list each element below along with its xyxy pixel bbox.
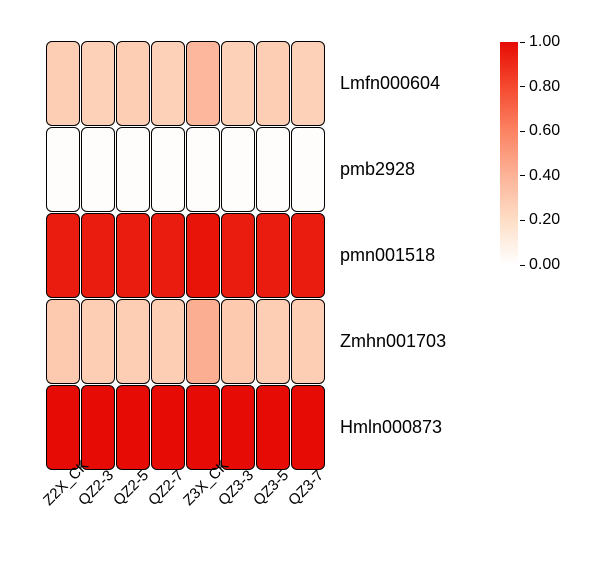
row-label: Hmln000873	[335, 384, 446, 470]
row-label: Lmfn000604	[335, 40, 446, 126]
heatmap-cell	[46, 213, 80, 298]
heatmap-cell	[46, 41, 80, 126]
heatmap-cell	[116, 41, 150, 126]
heatmap-cell	[186, 41, 220, 126]
col-labels: Z2X_CKQZ2-3QZ2-5QZ2-7Z3X_CKQZ3-3QZ3-5QZ3…	[45, 477, 325, 494]
row-labels: Lmfn000604pmb2928pmn001518Zmhn001703Hmln…	[335, 40, 446, 470]
heatmap-cell	[256, 299, 290, 384]
heatmap-cell	[46, 385, 80, 470]
heatmap-cell	[46, 299, 80, 384]
heatmap-row	[45, 126, 325, 212]
heatmap-cell	[116, 213, 150, 298]
heatmap-cell	[151, 385, 185, 470]
heatmap-cell	[151, 299, 185, 384]
heatmap-cell	[291, 385, 325, 470]
heatmap-cell	[291, 127, 325, 212]
row-label: Zmhn001703	[335, 298, 446, 384]
heatmap-cell	[291, 299, 325, 384]
heatmap-cell	[256, 213, 290, 298]
heatmap-cell	[81, 299, 115, 384]
heatmap-cell	[151, 213, 185, 298]
heatmap-cell	[256, 385, 290, 470]
heatmap-cell	[221, 41, 255, 126]
heatmap-cell	[291, 213, 325, 298]
heatmap-cell	[116, 385, 150, 470]
colorbar-tick: 0.00	[520, 256, 560, 274]
heatmap-cell	[221, 127, 255, 212]
heatmap-cell	[186, 213, 220, 298]
col-label: Z2X_CK	[40, 472, 77, 509]
heatmap-cell	[221, 299, 255, 384]
heatmap-cell	[116, 127, 150, 212]
heatmap-cell	[186, 127, 220, 212]
heatmap-row	[45, 212, 325, 298]
colorbar-tick: 0.20	[520, 211, 560, 229]
heatmap-cell	[151, 127, 185, 212]
colorbar: 0.000.200.400.600.801.00	[500, 42, 520, 265]
heatmap-cell	[186, 385, 220, 470]
heatmap-cell	[116, 299, 150, 384]
heatmap-cell	[81, 213, 115, 298]
row-label: pmn001518	[335, 212, 446, 298]
heatmap-cell	[291, 41, 325, 126]
heatmap-cell	[186, 299, 220, 384]
heatmap-row	[45, 384, 325, 470]
row-label: pmb2928	[335, 126, 446, 212]
heatmap-cell	[81, 385, 115, 470]
heatmap-cell	[81, 127, 115, 212]
heatmap-grid	[45, 40, 325, 470]
heatmap-cell	[221, 385, 255, 470]
colorbar-tick: 1.00	[520, 33, 560, 51]
heatmap-cell	[46, 127, 80, 212]
heatmap-cell	[256, 41, 290, 126]
heatmap-cell	[256, 127, 290, 212]
heatmap-cell	[221, 213, 255, 298]
heatmap-cell	[151, 41, 185, 126]
colorbar-tick: 0.80	[520, 78, 560, 96]
heatmap-row	[45, 298, 325, 384]
heatmap-row	[45, 40, 325, 126]
colorbar-gradient	[500, 42, 518, 265]
colorbar-tick: 0.40	[520, 167, 560, 185]
colorbar-tick: 0.60	[520, 122, 560, 140]
heatmap-cell	[81, 41, 115, 126]
